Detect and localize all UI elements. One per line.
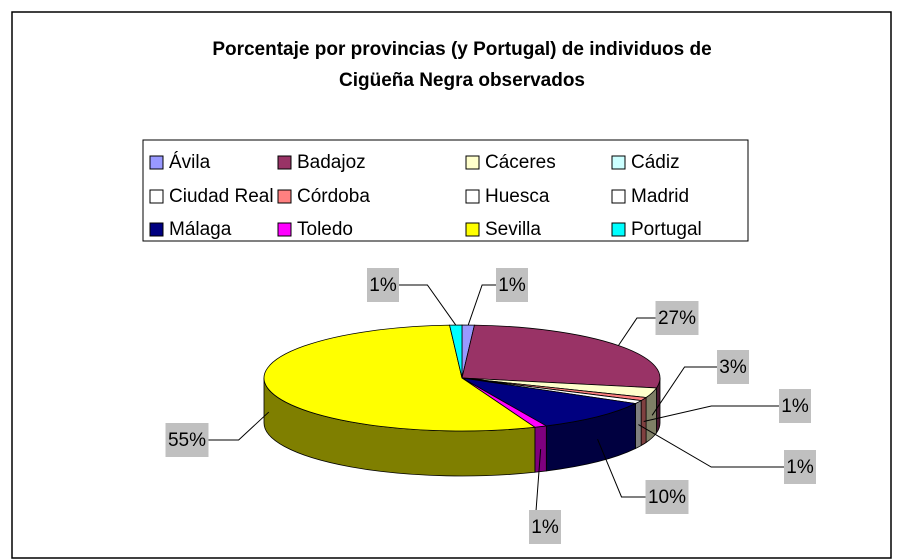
data-label-box bbox=[645, 480, 689, 514]
legend-swatch bbox=[277, 189, 292, 204]
chart-title: Porcentaje por provincias (y Portugal) d… bbox=[212, 39, 711, 60]
legend-label: Madrid bbox=[631, 186, 689, 207]
leader-line bbox=[597, 438, 646, 498]
legend-swatch bbox=[277, 155, 292, 170]
legend-swatch bbox=[277, 222, 292, 237]
legend-swatch bbox=[149, 155, 164, 170]
legend-label: Toledo bbox=[297, 219, 353, 240]
legend-label: Ciudad Real bbox=[169, 186, 274, 207]
leader-line bbox=[618, 317, 656, 346]
legend-swatch bbox=[465, 155, 480, 170]
legend bbox=[142, 139, 749, 242]
legend-label: Huesca bbox=[485, 186, 550, 207]
data-label-box bbox=[717, 350, 749, 384]
pie-side bbox=[534, 425, 547, 473]
legend-label: Cáceres bbox=[485, 152, 556, 173]
data-label-box bbox=[779, 389, 811, 423]
legend-label: Cádiz bbox=[631, 152, 680, 173]
pie-slice bbox=[461, 377, 637, 427]
legend-swatch bbox=[149, 222, 164, 237]
data-label-box bbox=[165, 423, 209, 457]
legend-swatch bbox=[149, 189, 164, 204]
legend-swatch bbox=[611, 155, 626, 170]
data-label-box bbox=[784, 450, 816, 484]
legend-swatch bbox=[465, 222, 480, 237]
chart-title: Cigüeña Negra observados bbox=[339, 70, 585, 91]
legend-swatch bbox=[611, 222, 626, 237]
data-label: 3% bbox=[719, 357, 747, 378]
data-label: 10% bbox=[648, 487, 686, 508]
leader-line bbox=[399, 284, 457, 326]
leader-line bbox=[638, 424, 784, 468]
data-label: 1% bbox=[786, 457, 814, 478]
pie-slice bbox=[461, 324, 661, 389]
leader-line bbox=[651, 366, 717, 416]
pie-side bbox=[635, 399, 642, 450]
data-label: 27% bbox=[658, 308, 696, 329]
leader-line bbox=[467, 284, 496, 326]
legend-label: Sevilla bbox=[485, 219, 541, 240]
data-label-box bbox=[655, 301, 699, 335]
legend-label: Badajoz bbox=[297, 152, 366, 173]
legend-label: Portugal bbox=[631, 219, 702, 240]
pie-slice bbox=[449, 324, 463, 379]
legend-label: Ávila bbox=[169, 152, 211, 173]
leader-line bbox=[643, 405, 779, 423]
data-label: 1% bbox=[498, 275, 526, 296]
legend-label: Córdoba bbox=[297, 186, 370, 207]
data-label-box bbox=[529, 510, 561, 544]
legend-swatch bbox=[611, 189, 626, 204]
leader-line bbox=[208, 411, 270, 441]
data-label-box bbox=[496, 268, 528, 302]
data-label: 55% bbox=[168, 430, 206, 451]
legend-label: Málaga bbox=[169, 219, 232, 240]
data-label: 1% bbox=[531, 517, 559, 538]
legend-swatch bbox=[465, 189, 480, 204]
data-label: 1% bbox=[781, 396, 809, 417]
pie-slice bbox=[263, 324, 537, 432]
data-label: 1% bbox=[369, 275, 397, 296]
data-label-box bbox=[367, 268, 399, 302]
